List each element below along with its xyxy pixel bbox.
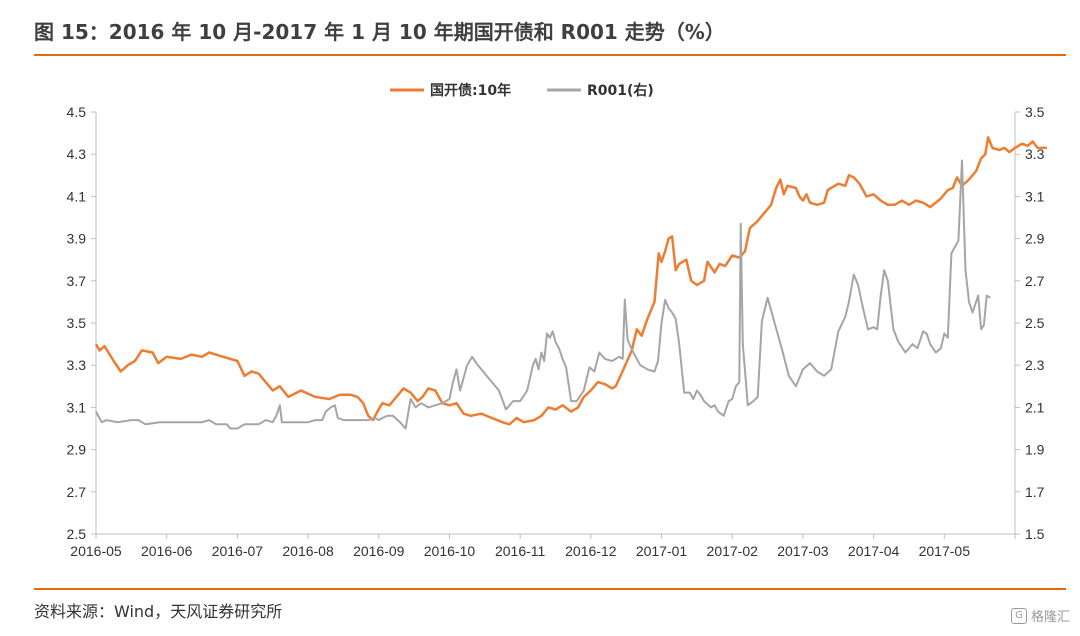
x-tick-label: 2017-05 (919, 543, 971, 559)
y-left-tick-label: 3.9 (67, 231, 87, 247)
y-left-tick-label: 2.5 (67, 526, 87, 542)
y-right-tick-label: 1.9 (1025, 442, 1045, 458)
title-divider (34, 54, 1066, 56)
y-left-tick-label: 4.1 (67, 188, 87, 204)
y-left-tick-label: 3.1 (67, 399, 87, 415)
line-chart: 2.5 2.7 2.9 3.1 3.3 3.5 3.7 3.9 4.1 4.3 4.5 1.5 1.7 1… (67, 82, 1047, 559)
x-tick-label: 2016-09 (353, 543, 405, 559)
y-right-tick-label: 3.1 (1025, 188, 1045, 204)
x-tick-label: 2017-02 (707, 543, 759, 559)
y-left-tick-label: 3.5 (67, 315, 87, 331)
y-right-tick-label: 2.1 (1025, 399, 1045, 415)
x-tick-label: 2016-08 (282, 543, 334, 559)
y-right-tick-label: 2.5 (1025, 315, 1045, 331)
y-right-tick-label: 1.5 (1025, 526, 1045, 542)
series-line-r001 (95, 159, 991, 430)
y-right-tick-label: 3.3 (1025, 146, 1045, 162)
y-left-tick-label: 4.5 (67, 104, 87, 120)
x-tick-label: 2017-01 (636, 543, 688, 559)
chart-axes: 2.5 2.7 2.9 3.1 3.3 3.5 3.7 3.9 4.1 4.3 4.5 1.5 1.7 1… (67, 104, 1045, 559)
y-right-tick-label: 2.3 (1025, 357, 1045, 373)
y-left-tick-label: 2.9 (67, 442, 87, 458)
series-line-bond-10y (94, 136, 1047, 426)
x-tick-label: 2016-06 (141, 543, 193, 559)
legend-label-bond: 国开债:10年 (430, 82, 511, 99)
y-right-tick-label: 1.7 (1025, 484, 1045, 500)
x-tick-label: 2016-05 (70, 543, 122, 559)
watermark: G 格隆汇 (1010, 606, 1070, 625)
y-right-tick-label: 2.9 (1025, 231, 1045, 247)
x-tick-label: 2016-12 (565, 543, 617, 559)
x-tick-label: 2016-07 (212, 543, 264, 559)
watermark-logo-icon: G (1010, 607, 1027, 624)
y-left-tick-label: 3.7 (67, 273, 87, 289)
y-left-tick-label: 2.7 (67, 484, 87, 500)
chart-series (94, 136, 1047, 430)
x-tick-label: 2016-11 (495, 543, 546, 559)
y-right-tick-label: 2.7 (1025, 273, 1045, 289)
source-note: 资料来源：Wind，天风证券研究所 (34, 602, 283, 621)
y-left-tick-label: 3.3 (67, 357, 87, 373)
watermark-text: 格隆汇 (1030, 610, 1070, 625)
page-title: 图 15：2016 年 10 月-2017 年 1 月 10 年期国开债和 R0… (34, 20, 725, 44)
y-left-tick-label: 4.3 (67, 146, 87, 162)
x-tick-label: 2017-04 (848, 543, 900, 559)
source-divider (34, 588, 1066, 590)
chart-legend: 国开债:10年 R001(右) (390, 82, 654, 99)
legend-label-r001: R001(右) (587, 82, 654, 99)
y-right-tick-label: 3.5 (1025, 104, 1045, 120)
x-tick-label: 2017-03 (777, 543, 829, 559)
x-tick-label: 2016-10 (424, 543, 476, 559)
